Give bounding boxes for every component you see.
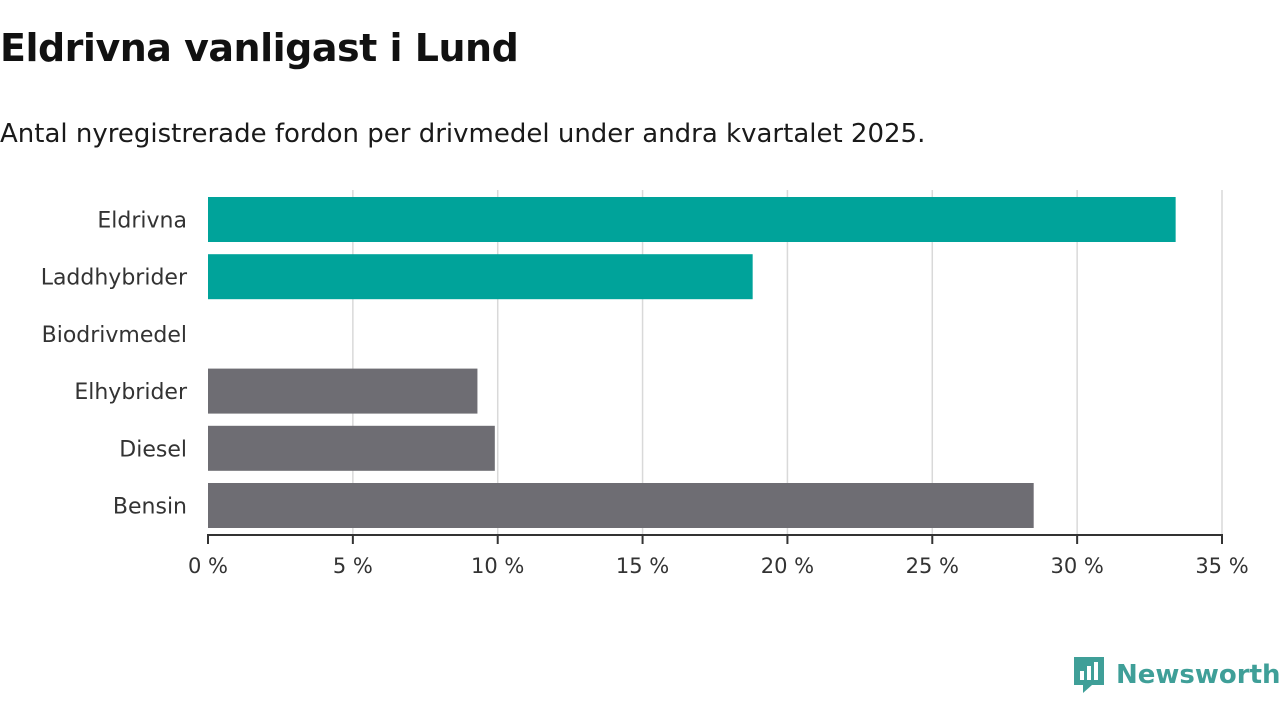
- x-tick-label: 35 %: [1195, 554, 1248, 578]
- bar-diesel: [208, 425, 495, 471]
- category-label: Elhybrider: [74, 380, 188, 405]
- newsworthy-logo: Newsworthy: [1072, 655, 1280, 695]
- x-tick-label: 10 %: [471, 554, 524, 578]
- x-tick-label: 5 %: [333, 554, 373, 578]
- bar-eldrivna: [208, 197, 1176, 242]
- bar-laddhybrider: [208, 254, 753, 300]
- x-tick-label: 0 %: [188, 554, 228, 578]
- newsworthy-logo-text: Newsworthy: [1116, 660, 1280, 690]
- chart-subtitle: Antal nyregistrerade fordon per drivmede…: [0, 119, 926, 149]
- chart-title: Eldrivna vanligast i Lund: [0, 26, 519, 70]
- category-label: Bensin: [113, 495, 187, 520]
- category-label: Laddhybrider: [41, 266, 188, 291]
- category-label: Diesel: [119, 437, 187, 462]
- category-label: Eldrivna: [97, 209, 187, 234]
- bar-bensin: [208, 483, 1034, 528]
- category-label: Biodrivmedel: [42, 323, 187, 348]
- x-tick-label: 20 %: [761, 554, 814, 578]
- x-tick-label: 25 %: [906, 554, 959, 578]
- newsworthy-logo-icon: [1074, 657, 1104, 693]
- x-tick-label: 30 %: [1050, 554, 1103, 578]
- x-tick-label: 15 %: [616, 554, 669, 578]
- bar-elhybrider: [208, 368, 478, 414]
